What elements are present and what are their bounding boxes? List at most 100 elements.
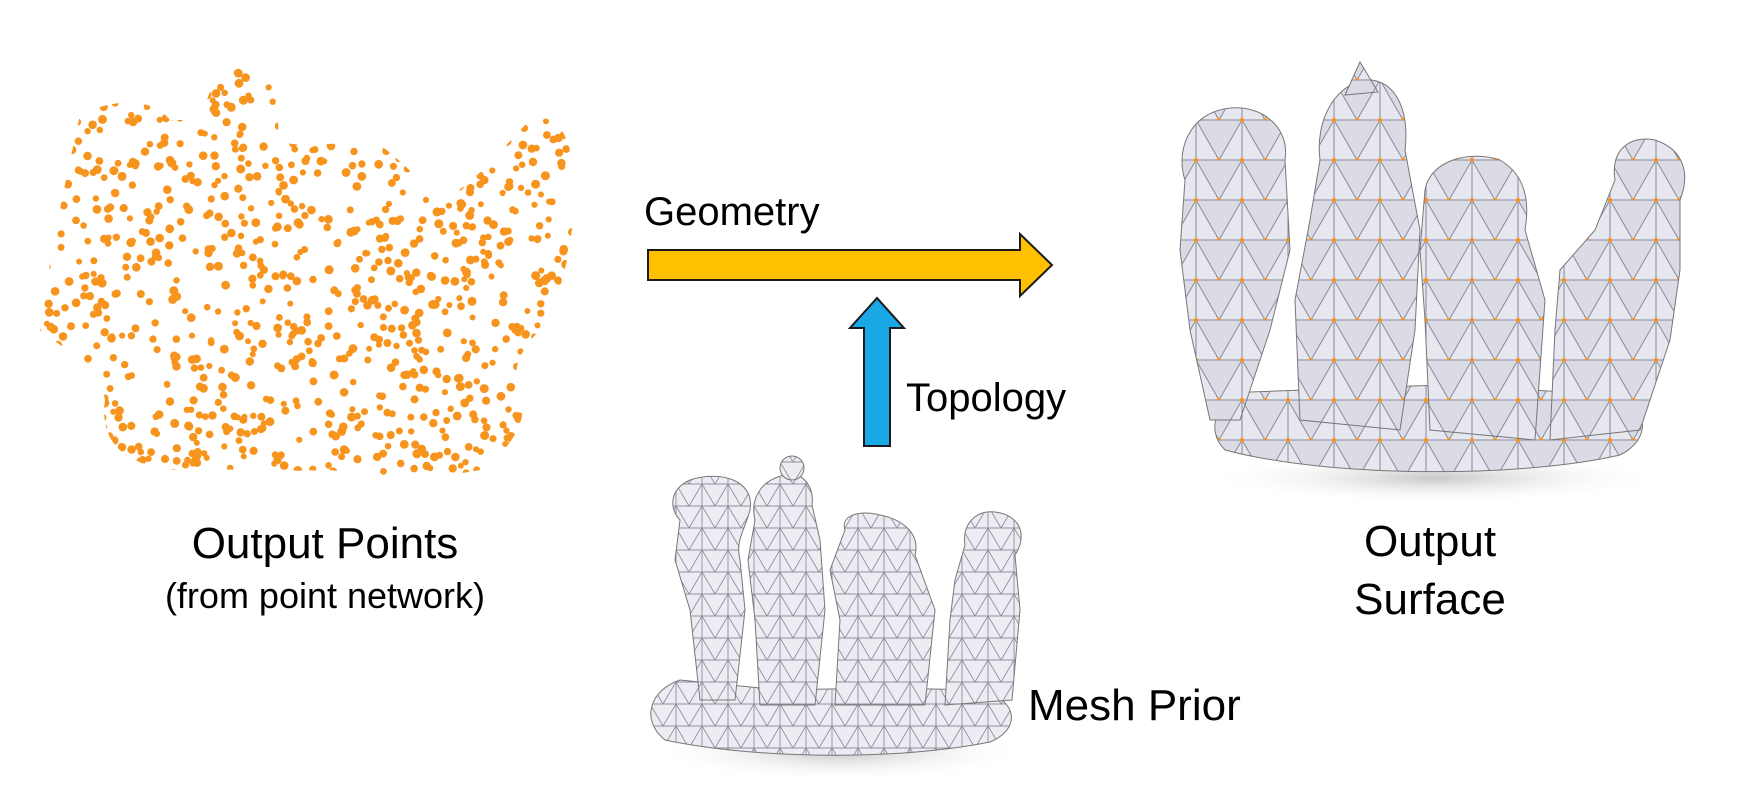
output-point — [84, 447, 91, 454]
output-point — [237, 232, 245, 240]
output-point — [203, 454, 210, 461]
output-point — [458, 73, 467, 82]
output-point — [412, 328, 421, 338]
output-point — [314, 339, 322, 348]
output-point — [379, 449, 388, 458]
output-point — [194, 427, 203, 435]
output-point — [448, 464, 457, 473]
output-point — [484, 119, 492, 127]
output-point — [153, 346, 161, 354]
output-point — [220, 191, 229, 201]
output-point — [51, 358, 60, 367]
output-point — [189, 459, 197, 467]
output-point — [410, 137, 417, 144]
output-point — [205, 262, 215, 271]
output-point — [293, 253, 301, 261]
output-point — [385, 200, 392, 207]
output-point — [235, 331, 244, 341]
output-point — [295, 466, 303, 474]
output-point — [387, 179, 396, 187]
output-point — [71, 298, 81, 308]
output-point — [382, 147, 391, 155]
output-point — [96, 391, 104, 399]
output-point — [335, 86, 345, 96]
output-point — [440, 276, 450, 285]
output-point — [265, 417, 275, 427]
output-point — [387, 132, 396, 141]
output-point — [379, 57, 386, 64]
output-point — [410, 370, 419, 379]
output-point — [276, 173, 285, 182]
output-point — [357, 321, 364, 329]
output-point — [475, 136, 484, 145]
output-point — [96, 126, 104, 134]
output-point — [226, 464, 234, 472]
output-point — [140, 147, 150, 156]
output-point — [203, 212, 211, 220]
geometry-arrow — [647, 231, 1054, 299]
output-point — [330, 124, 337, 131]
output-point — [375, 220, 384, 229]
output-point — [74, 166, 83, 174]
output-point — [496, 241, 505, 250]
output-point — [128, 181, 137, 189]
output-point — [513, 165, 520, 172]
output-point — [128, 117, 138, 127]
output-point — [546, 432, 556, 441]
output-point — [240, 453, 247, 460]
output-point — [84, 95, 93, 104]
output-point — [420, 413, 428, 421]
output-point — [543, 428, 552, 436]
output-point — [98, 114, 107, 124]
output-point — [434, 371, 442, 379]
output-point — [126, 238, 136, 248]
output-point — [155, 254, 163, 262]
output-point — [513, 362, 521, 371]
output-point — [283, 284, 292, 292]
output-point — [541, 278, 549, 286]
output-point — [558, 454, 567, 462]
output-point — [89, 310, 98, 318]
output-point — [215, 64, 223, 72]
output-point — [195, 411, 203, 419]
output-point — [124, 373, 132, 381]
output-point — [465, 188, 475, 197]
output-point — [360, 55, 368, 63]
output-point — [511, 103, 519, 111]
output-point — [464, 381, 473, 389]
output-point — [299, 169, 306, 176]
output-point — [177, 115, 184, 122]
output-point — [94, 66, 102, 74]
output-point — [61, 99, 70, 108]
output-point — [234, 184, 243, 193]
output-point — [296, 55, 305, 60]
output-point — [439, 78, 446, 86]
output-point — [100, 328, 109, 337]
output-point — [307, 205, 316, 215]
output-point — [220, 405, 227, 413]
output-point — [416, 356, 424, 363]
output-point — [427, 272, 437, 281]
output-point — [384, 256, 392, 265]
output-point — [537, 56, 546, 66]
output-point — [227, 228, 236, 238]
output-point — [50, 287, 60, 296]
output-point — [226, 102, 236, 112]
output-surface-model — [1179, 60, 1686, 504]
output-point — [527, 406, 535, 414]
output-point — [172, 444, 181, 453]
output-point — [363, 69, 373, 79]
output-point — [368, 276, 375, 284]
output-point — [455, 175, 464, 184]
output-point — [358, 160, 366, 168]
output-point — [40, 270, 43, 277]
output-point — [420, 72, 429, 81]
output-point — [218, 366, 226, 374]
mesh-prior-label: Mesh Prior — [1028, 681, 1241, 730]
output-point — [531, 333, 538, 341]
output-point — [538, 267, 545, 274]
output-point — [505, 178, 514, 186]
output-point — [63, 137, 71, 145]
output-point — [183, 406, 191, 414]
output-point — [292, 397, 300, 405]
